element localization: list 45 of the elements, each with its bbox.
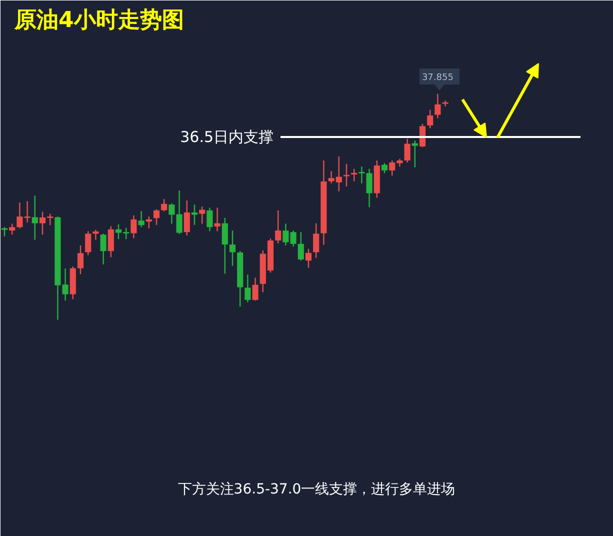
candlestick [146, 216, 152, 229]
candlestick [130, 214, 137, 239]
candlestick [229, 230, 236, 266]
text: 下方关注36.5-37.0一线支撑，进行多单进场 [178, 482, 456, 498]
candlestick [138, 210, 144, 228]
candlestick [358, 166, 365, 184]
candlestick [290, 230, 296, 248]
candlestick [176, 190, 182, 235]
candlestick [222, 217, 228, 274]
candlestick [419, 123, 426, 148]
candlestick [16, 202, 23, 229]
candlestick [381, 162, 388, 174]
candlestick [184, 200, 190, 236]
candlestick [214, 207, 220, 232]
candlestick [427, 109, 434, 129]
candlestick [85, 230, 92, 256]
candlestick [77, 244, 84, 275]
candlestick [434, 93, 441, 119]
candlestick [252, 277, 258, 302]
candlestick [313, 222, 320, 258]
candlestick [351, 168, 358, 182]
candlestick [168, 202, 175, 224]
candlestick [282, 223, 289, 246]
candlestick [206, 207, 213, 232]
candlestick [24, 200, 30, 223]
candlestick [343, 163, 350, 188]
candlestick [412, 140, 418, 168]
candlestick [1, 226, 8, 238]
candlestick [161, 198, 168, 212]
candlestick [32, 195, 38, 240]
candlestick [275, 210, 282, 244]
text: 37.855 [422, 73, 454, 83]
candlestick [9, 223, 16, 236]
candlestick [366, 168, 372, 208]
candlestick [199, 206, 206, 224]
chart-title: 原油4小时走势图 [14, 8, 184, 33]
candlestick [100, 233, 106, 266]
candlestick [244, 274, 251, 303]
ref-line-label: 36.5日内支撑 [180, 128, 274, 146]
candlestick [62, 268, 68, 302]
candlestick [298, 232, 304, 262]
candlestick [108, 226, 114, 258]
candlestick [305, 248, 312, 268]
candlestick [404, 138, 410, 164]
candlestick [153, 208, 160, 226]
